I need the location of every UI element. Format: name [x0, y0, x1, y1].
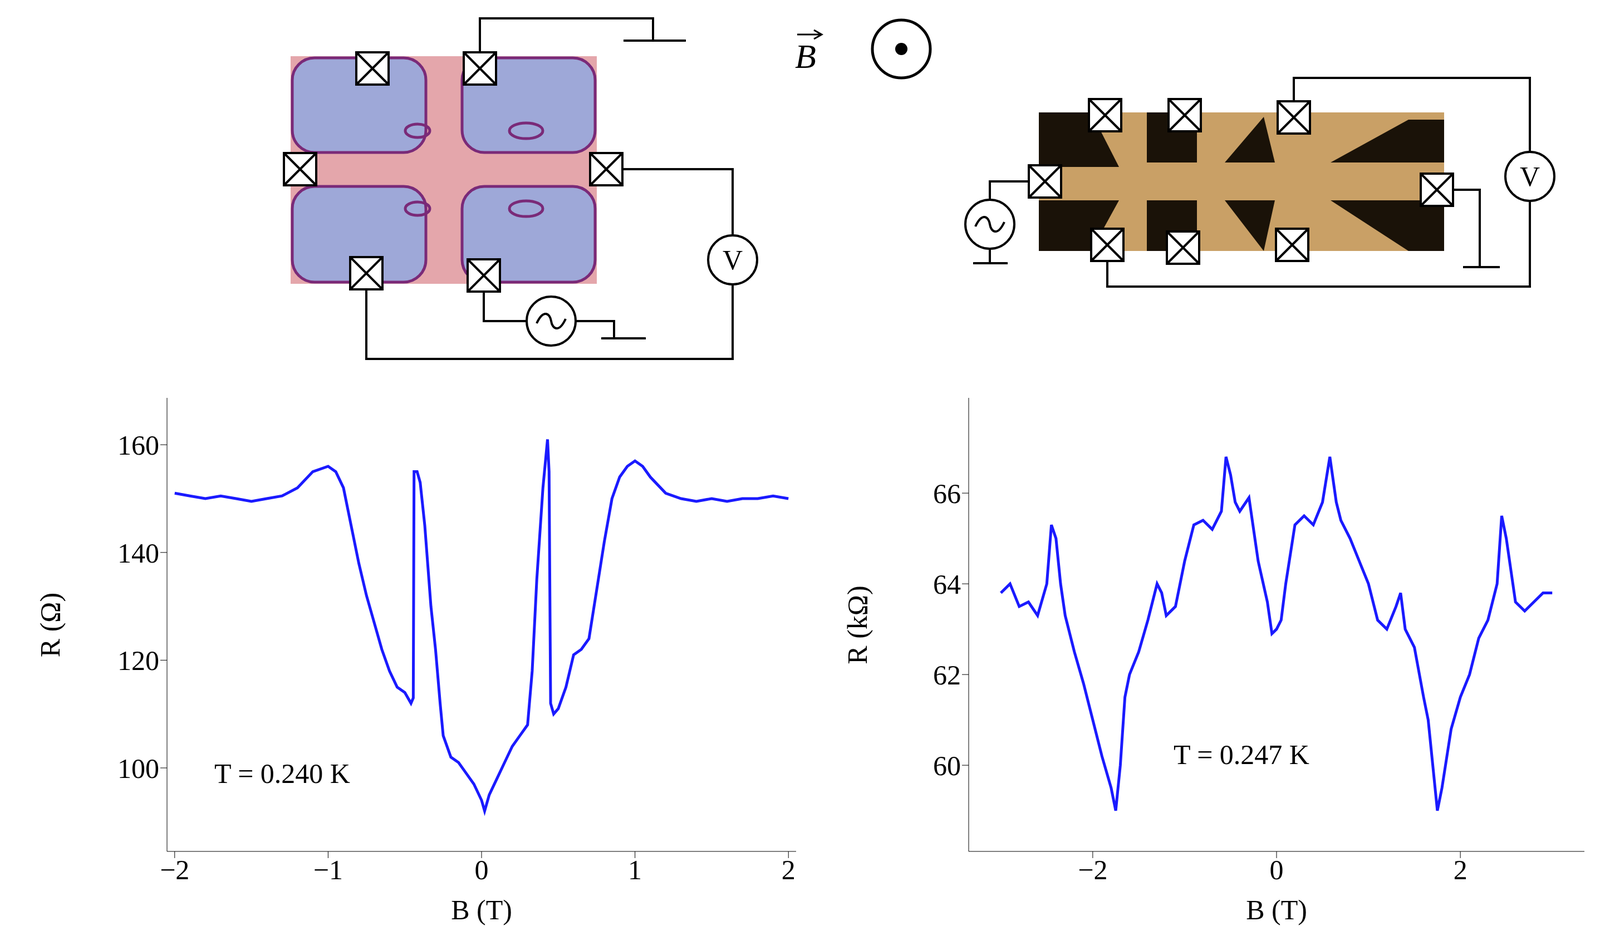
svg-text:100: 100	[117, 753, 160, 785]
svg-text:−2: −2	[1077, 854, 1108, 886]
html-text:T = 0.240 K: T = 0.240 K	[214, 758, 351, 790]
svg-text:120: 120	[117, 645, 160, 677]
svg-text:140: 140	[117, 537, 160, 569]
svg-text:62: 62	[933, 659, 961, 691]
svg-text:2: 2	[781, 854, 796, 886]
svg-text:0: 0	[1269, 854, 1284, 886]
html-text:R (kΩ): R (kΩ)	[841, 585, 873, 665]
svg-text:−1: −1	[313, 854, 343, 886]
svg-text:0: 0	[474, 854, 489, 886]
svg-text:64: 64	[933, 568, 961, 601]
svg-text:2: 2	[1453, 854, 1468, 886]
html-text:B (T): B (T)	[450, 894, 513, 926]
svg-text:V: V	[722, 244, 743, 276]
svg-text:B: B	[794, 37, 817, 76]
html-text:R (Ω): R (Ω)	[34, 592, 66, 658]
svg-text:−2: −2	[159, 854, 190, 886]
svg-text:V: V	[1519, 160, 1540, 193]
svg-text:1: 1	[627, 854, 642, 886]
svg-text:60: 60	[933, 750, 961, 782]
svg-text:66: 66	[933, 478, 961, 510]
html-text:B (T): B (T)	[1245, 894, 1308, 926]
html-text:T = 0.247 K: T = 0.247 K	[1173, 739, 1310, 771]
svg-text:160: 160	[117, 429, 160, 461]
